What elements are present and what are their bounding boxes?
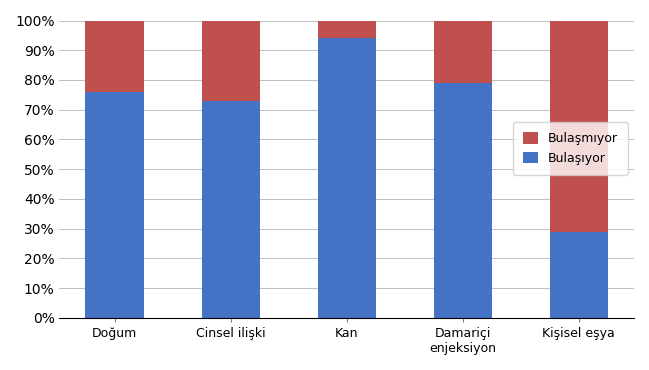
Bar: [317, 38, 376, 318]
Bar: [434, 83, 492, 318]
Legend: Bulaşmıyor, Bulaşıyor: Bulaşmıyor, Bulaşıyor: [513, 122, 628, 175]
Bar: [202, 101, 260, 318]
Bar: [550, 232, 608, 318]
Bar: [202, 20, 260, 101]
Bar: [550, 20, 608, 232]
Bar: [86, 20, 143, 92]
Bar: [434, 20, 492, 83]
Bar: [86, 92, 143, 318]
Bar: [317, 20, 376, 38]
